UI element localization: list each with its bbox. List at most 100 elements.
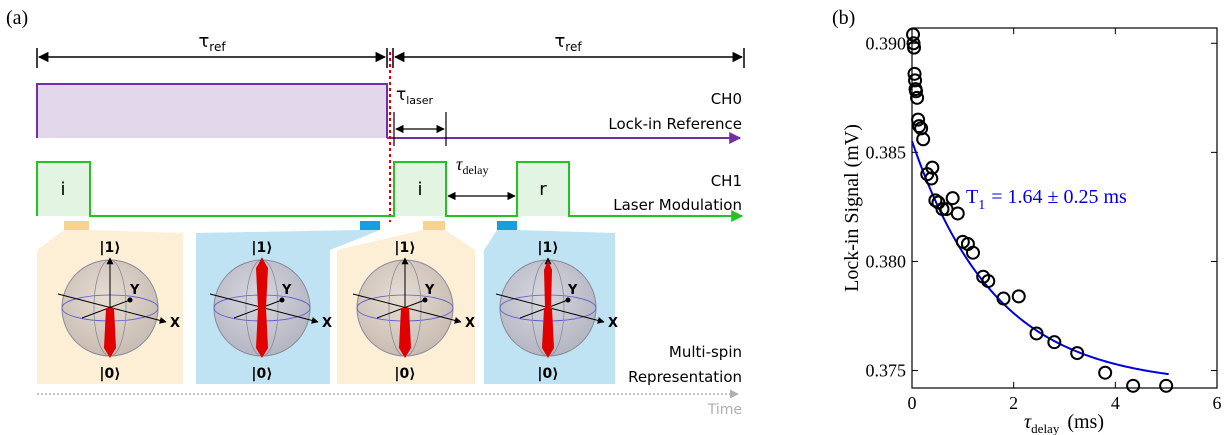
data-point — [945, 191, 960, 206]
data-point — [912, 119, 927, 134]
y-axis-label: Y — [567, 283, 578, 298]
data-point — [907, 40, 922, 55]
ch1-title: CH1 — [711, 172, 742, 190]
data-point — [950, 206, 965, 221]
tau-delay-label: τdelay — [456, 154, 488, 177]
representation-line1: Multi-spin — [669, 343, 742, 361]
pulse-i-1-fill — [37, 162, 90, 216]
data-point — [1159, 378, 1174, 393]
y-tick-label: 0.380 — [866, 251, 907, 271]
marker-orange-1 — [64, 221, 89, 230]
data-point — [910, 90, 925, 105]
panel-b: (b) 0.375 0.380 0.385 0.390 0 2 4 6 T1 = 1.64 ±… — [832, 7, 1222, 435]
ch1-waveform — [36, 161, 744, 222]
bloch-sphere-4: |1⟩ |0⟩ X Y — [495, 240, 618, 382]
data-point — [906, 27, 921, 42]
tau-laser-label: τlaser — [396, 85, 434, 107]
x-axis-label: X — [170, 316, 180, 331]
y-axis-label: Y — [424, 283, 435, 298]
data-point — [909, 84, 924, 99]
data-point — [916, 132, 931, 147]
y-axis-dot — [422, 297, 428, 303]
x-axis-label: τdelay (ms) — [1024, 411, 1104, 435]
data-point — [1011, 289, 1026, 304]
ket-zero-label: |0⟩ — [394, 366, 415, 382]
data-point — [911, 112, 926, 127]
y-ticks: 0.375 0.380 0.385 0.390 — [866, 33, 1217, 381]
spin-arrow-down — [542, 308, 554, 358]
representation-line2: Representation — [628, 368, 742, 386]
ch0-high-fill — [37, 84, 387, 138]
x-tick-label: 0 — [908, 393, 917, 413]
pulse-i-2-fill — [394, 162, 446, 216]
ch0-title: CH0 — [711, 90, 742, 108]
data-point — [1029, 326, 1044, 341]
pulse-i-2-label: i — [417, 179, 422, 200]
x-tick-label: 4 — [1111, 393, 1120, 413]
bloch-spheres: |1⟩ |0⟩ X Y |1⟩ |0⟩ X Y |1⟩ |0⟩ X Y |1⟩ |0⟩ X Y — [57, 240, 618, 382]
marker-blue-1 — [360, 221, 380, 230]
data-point — [1098, 365, 1113, 380]
time-label: Time — [707, 402, 742, 418]
data-point — [928, 193, 943, 208]
spin-arrow-up — [256, 258, 268, 308]
y-axis-dot — [565, 297, 571, 303]
plot-frame — [911, 27, 1218, 389]
spin-arrow-down — [104, 308, 116, 358]
x-axis-label: X — [322, 316, 332, 331]
y-axis-label: Y — [129, 283, 140, 298]
data-point — [925, 160, 940, 175]
spin-arrow-up — [544, 260, 552, 308]
data-point — [907, 66, 922, 81]
data-point — [996, 291, 1011, 306]
tau-ref-right-label: τref — [554, 31, 582, 54]
data-point — [1047, 335, 1062, 350]
ket-zero-label: |0⟩ — [99, 366, 120, 382]
fit-curve — [911, 140, 1169, 376]
ket-one-label: |1⟩ — [537, 240, 558, 256]
ch0-description: Lock-in Reference — [608, 115, 742, 133]
data-point — [966, 245, 980, 260]
tau-ref-left-label: τref — [198, 31, 226, 54]
ket-one-label: |1⟩ — [99, 240, 120, 256]
y-tick-label: 0.385 — [866, 142, 907, 162]
spin-arrow-down — [399, 308, 411, 358]
spin-arrow-down — [256, 308, 268, 358]
y-axis-label: Lock-in Signal (mV) — [841, 124, 863, 292]
x-axis-label: X — [465, 316, 475, 331]
data-point — [906, 36, 921, 51]
ket-one-label: |1⟩ — [251, 240, 272, 256]
pulse-r-label: r — [539, 179, 547, 200]
ch0-waveform-high — [36, 83, 388, 138]
pulse-i-1-label: i — [60, 179, 65, 200]
x-tick-label: 6 — [1213, 393, 1222, 413]
data-point — [981, 274, 996, 289]
panel-a: (a) τref τref CH0 Lock-in Reference τlas… — [6, 7, 745, 418]
x-ticks: 0 2 4 6 — [908, 28, 1222, 413]
bloch-sphere-1: |1⟩ |0⟩ X Y — [57, 240, 180, 382]
y-axis-dot — [279, 297, 285, 303]
marker-orange-2 — [423, 221, 445, 230]
y-tick-label: 0.375 — [866, 361, 907, 381]
ket-zero-label: |0⟩ — [537, 366, 558, 382]
t1-annotation: T1 = 1.64 ± 0.25 ms — [966, 186, 1127, 213]
data-points — [906, 27, 1174, 393]
y-tick-label: 0.390 — [866, 33, 907, 53]
panel-b-label: (b) — [832, 7, 855, 29]
ch1-description: Laser Modulation — [613, 196, 742, 214]
marker-blue-2 — [497, 221, 517, 230]
y-axis-dot — [127, 297, 133, 303]
data-point — [1126, 378, 1141, 393]
pulse-r-fill — [517, 162, 569, 216]
x-axis-label: X — [608, 316, 618, 331]
data-point — [1070, 346, 1085, 361]
bloch-sphere-3: |1⟩ |0⟩ X Y — [352, 240, 475, 382]
x-tick-label: 2 — [1009, 393, 1018, 413]
panel-a-label: (a) — [6, 7, 28, 29]
ket-one-label: |1⟩ — [394, 240, 415, 256]
data-point — [935, 202, 950, 217]
y-axis-label: Y — [281, 283, 292, 298]
bloch-sphere-2: |1⟩ |0⟩ X Y — [209, 240, 332, 382]
ket-zero-label: |0⟩ — [251, 366, 272, 382]
